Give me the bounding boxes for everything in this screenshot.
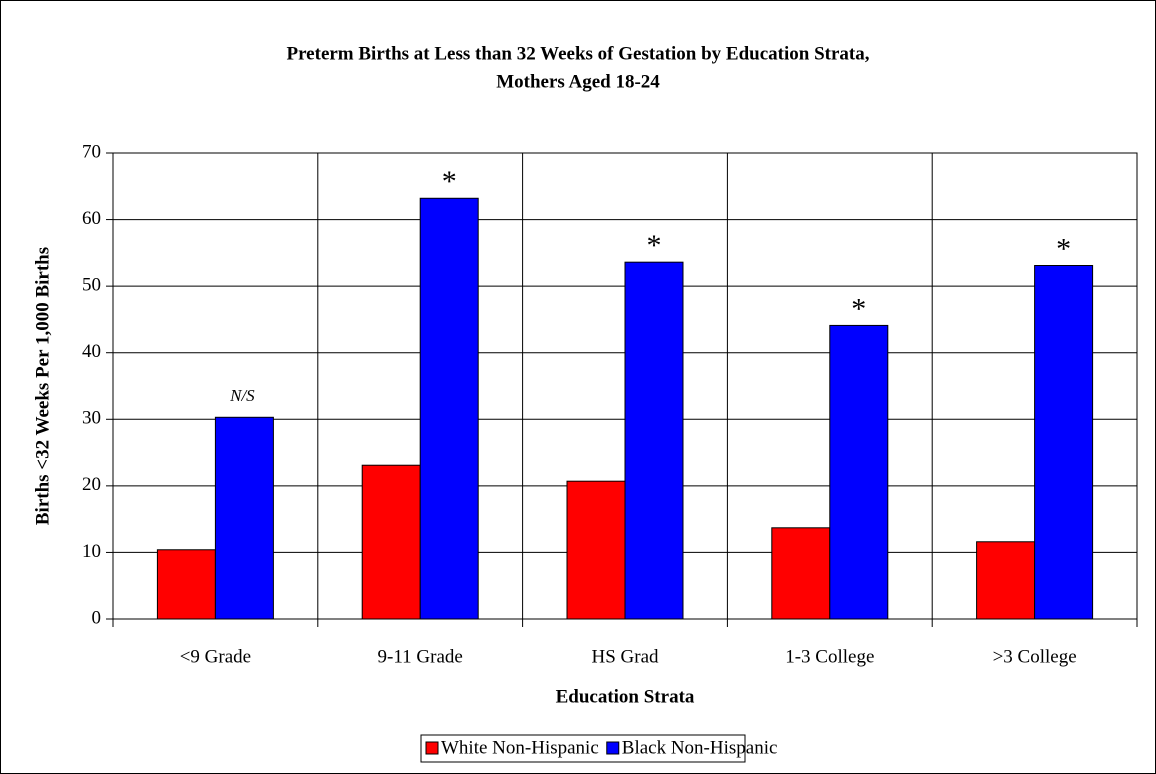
bar [624,261,684,620]
bar [771,527,831,620]
bar [976,541,1036,620]
annotation: * [1056,232,1071,265]
x-tick-label: <9 Grade [180,646,251,667]
chart-title: Mothers Aged 18-24 [496,71,660,92]
bar [361,464,421,620]
y-tick-label: 50 [82,275,101,296]
x-tick-label: >3 College [993,646,1077,667]
chart-title: Preterm Births at Less than 32 Weeks of … [286,43,869,64]
legend-swatch [606,741,620,755]
y-tick-label: 70 [82,141,101,162]
bar [1034,265,1094,620]
y-tick-label: 40 [82,341,101,362]
x-tick-label: HS Grad [591,646,659,667]
x-tick-label: 1-3 College [785,646,874,667]
bar [214,416,274,620]
annotation: N/S [229,386,255,405]
legend-label: Black Non-Hispanic [622,737,778,758]
y-tick-label: 20 [82,474,101,495]
annotation: * [851,292,866,325]
bar [419,197,479,620]
bar [566,480,626,620]
legend-swatch [425,741,439,755]
bar [829,324,889,620]
y-tick-label: 30 [82,408,101,429]
y-tick-label: 0 [92,607,102,628]
annotation: * [647,229,662,262]
legend-box [420,734,746,763]
y-tick-label: 60 [82,208,101,229]
x-tick-label: 9-11 Grade [378,646,463,667]
x-axis-label: Education Strata [556,686,695,707]
legend-label: White Non-Hispanic [441,737,599,758]
y-axis-label: Births <32 Weeks Per 1,000 Births [32,247,53,525]
annotation: * [442,165,457,198]
y-tick-label: 10 [82,541,101,562]
bar [156,549,216,620]
